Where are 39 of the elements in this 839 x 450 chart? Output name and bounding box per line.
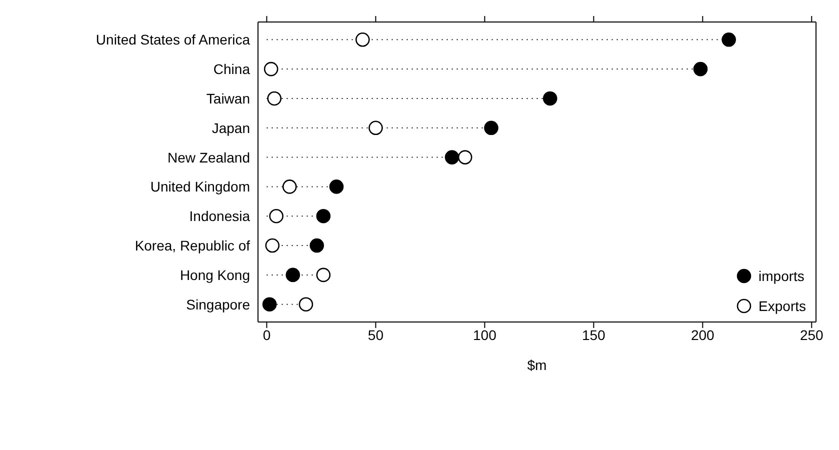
- y-tick-label: Hong Kong: [180, 266, 250, 283]
- legend-label: Exports: [758, 298, 806, 314]
- x-tick-label: 50: [368, 326, 384, 343]
- y-tick-label: New Zealand: [168, 149, 250, 166]
- x-axis-title: $m: [527, 357, 547, 373]
- point: [444, 150, 460, 164]
- point: [282, 180, 297, 194]
- point: [265, 238, 280, 253]
- y-tick-label: Korea, Republic of: [134, 238, 250, 254]
- point: [458, 150, 472, 164]
- x-tick-label: 0: [262, 326, 271, 343]
- x-tick-label: 200: [690, 326, 715, 343]
- point: [368, 120, 383, 136]
- y-tick-label: Taiwan: [206, 90, 250, 106]
- point: [286, 268, 300, 282]
- legend-label: imports: [758, 268, 804, 284]
- point: [269, 208, 284, 224]
- y-tick-label: Indonesia: [189, 208, 250, 224]
- x-tick-label: 100: [473, 326, 497, 343]
- point: [267, 91, 282, 106]
- point: [355, 32, 370, 47]
- point: [329, 180, 344, 194]
- y-tick-label: China: [213, 61, 250, 78]
- x-tick-label: 250: [800, 326, 824, 343]
- y-tick-label: United States of America: [96, 32, 250, 48]
- point: [262, 297, 277, 312]
- x-tick-label: 150: [582, 326, 606, 343]
- point: [542, 91, 558, 106]
- point: [722, 32, 736, 47]
- point: [264, 62, 278, 76]
- point: [298, 297, 314, 312]
- point: [316, 208, 331, 224]
- point: [316, 268, 331, 282]
- y-tick-label: United Kingdom: [150, 178, 250, 195]
- point: [693, 62, 708, 76]
- y-tick-label: Singapore: [186, 296, 250, 312]
- y-tick-label: Japan: [212, 120, 250, 136]
- point: [310, 238, 324, 253]
- point: [484, 120, 498, 136]
